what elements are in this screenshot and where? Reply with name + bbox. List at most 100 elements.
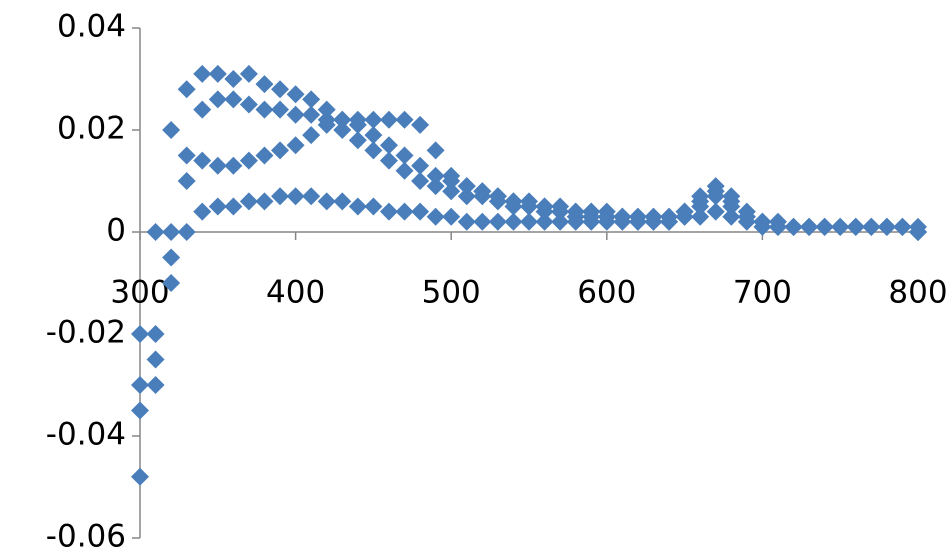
point — [862, 217, 881, 236]
point — [271, 187, 290, 206]
point — [426, 207, 445, 226]
point — [224, 90, 243, 109]
point — [224, 70, 243, 88]
point — [364, 126, 383, 145]
point — [753, 217, 772, 236]
point — [224, 197, 243, 216]
point — [582, 212, 601, 231]
point — [162, 274, 181, 292]
point — [255, 192, 274, 211]
y-tick-label: 0.04 — [57, 9, 126, 45]
x-tick-label: 700 — [733, 275, 792, 311]
point — [239, 192, 258, 211]
point — [551, 212, 570, 231]
point — [379, 110, 398, 129]
point — [675, 207, 694, 226]
point — [271, 141, 290, 160]
point — [457, 177, 476, 196]
point — [131, 401, 149, 420]
point — [302, 105, 321, 124]
point — [193, 202, 212, 221]
y-tick-label: -0.02 — [46, 315, 126, 351]
point — [379, 136, 398, 155]
point — [909, 223, 927, 241]
point — [411, 172, 430, 190]
point — [535, 202, 554, 221]
point — [442, 166, 461, 185]
point — [302, 187, 321, 206]
point — [520, 212, 538, 231]
point — [224, 156, 243, 175]
x-tick-label: 800 — [888, 275, 947, 311]
point — [364, 110, 383, 129]
point — [131, 376, 149, 394]
point — [333, 121, 352, 139]
point — [177, 172, 196, 190]
point — [208, 64, 227, 83]
point — [395, 202, 414, 221]
point — [302, 126, 321, 145]
point — [146, 350, 165, 369]
point — [286, 136, 305, 155]
point — [317, 100, 336, 119]
point — [831, 217, 850, 236]
x-tick-label: 400 — [266, 275, 325, 311]
point — [255, 146, 274, 165]
point — [395, 146, 414, 165]
point — [379, 151, 398, 170]
point — [691, 197, 710, 216]
point — [193, 64, 212, 83]
point — [722, 207, 741, 226]
point — [379, 202, 398, 221]
point — [442, 182, 461, 201]
point — [815, 217, 834, 236]
point — [426, 141, 445, 160]
x-tick-label: 600 — [577, 275, 636, 311]
point — [457, 212, 476, 231]
point — [411, 202, 430, 221]
point — [426, 177, 445, 196]
point — [348, 131, 367, 150]
point — [691, 207, 710, 226]
point — [628, 212, 647, 231]
point — [520, 197, 538, 216]
point — [535, 212, 554, 231]
point — [193, 151, 212, 170]
point — [317, 192, 336, 211]
point — [551, 202, 570, 221]
point — [255, 100, 274, 119]
point — [893, 217, 912, 236]
point — [146, 325, 165, 343]
point — [146, 223, 165, 241]
point — [660, 212, 679, 231]
x-tick-label: 500 — [422, 275, 481, 311]
point — [208, 197, 227, 216]
point — [146, 376, 165, 394]
point — [488, 192, 507, 211]
point — [395, 161, 414, 180]
point — [504, 197, 523, 216]
point — [286, 187, 305, 206]
point — [162, 248, 181, 267]
point — [722, 197, 741, 216]
point — [877, 217, 896, 236]
point — [177, 223, 196, 241]
point — [162, 223, 181, 241]
point — [504, 212, 523, 231]
point — [784, 217, 803, 236]
point — [131, 467, 149, 486]
point — [193, 100, 212, 119]
point — [768, 217, 787, 236]
point — [302, 90, 321, 109]
point — [442, 207, 461, 226]
point — [286, 105, 305, 124]
point — [411, 156, 430, 175]
point — [411, 115, 430, 134]
point — [333, 110, 352, 129]
point — [473, 187, 492, 206]
point — [286, 85, 305, 104]
y-tick-label: -0.06 — [46, 519, 126, 553]
point — [706, 187, 725, 206]
